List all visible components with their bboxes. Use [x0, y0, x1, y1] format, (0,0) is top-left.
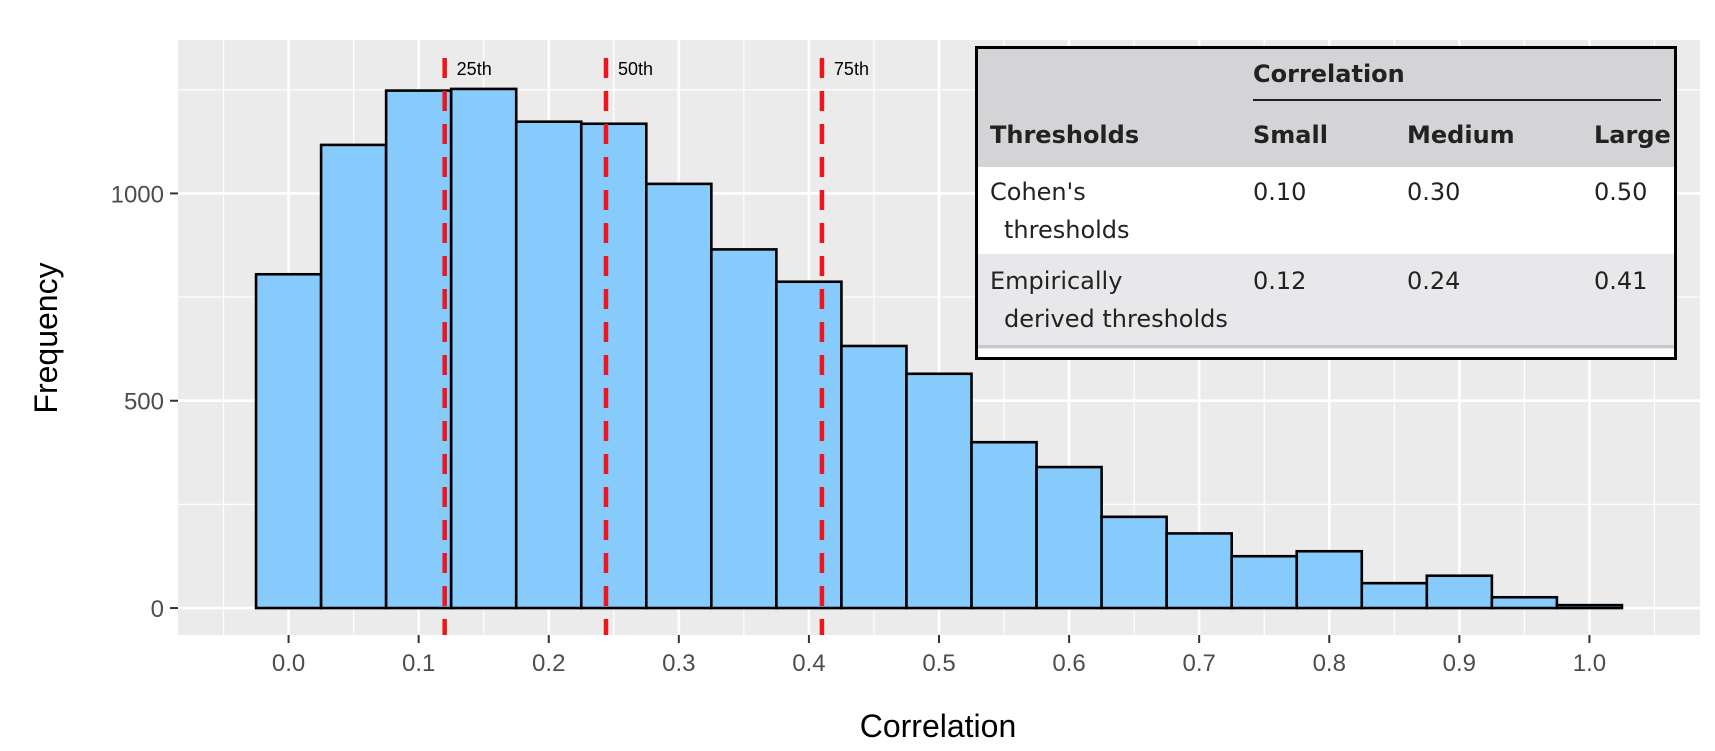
- table-cell-small: 0.10: [1253, 178, 1307, 206]
- histogram-bar: [254, 272, 323, 610]
- x-tick-label: 0.0: [272, 650, 305, 677]
- y-tick-label: 1000: [111, 181, 164, 208]
- histogram-bar: [1100, 515, 1168, 610]
- percentile-label: 75th: [834, 59, 869, 79]
- table-row-background: [978, 254, 1674, 349]
- x-tick-label: 0.1: [402, 650, 435, 677]
- histogram-bar: [1490, 595, 1559, 610]
- table-cell-medium: 0.30: [1407, 178, 1461, 206]
- table-cell-small: 0.12: [1253, 267, 1307, 295]
- thresholds-table: Correlation Thresholds Small Medium Larg…: [975, 46, 1677, 360]
- percentile-label: 50th: [618, 59, 653, 79]
- x-tick-label: 0.6: [1052, 650, 1085, 677]
- table-column-header-medium: Medium: [1407, 121, 1515, 149]
- table-cell-large: 0.41: [1594, 267, 1648, 295]
- table-row-label-line1: Cohen's: [990, 178, 1086, 206]
- x-axis-ticks: 0.0 0.1 0.2 0.3 0.4 0.5 0.6 0.7 0.8 0.9 1.0: [272, 635, 1606, 677]
- x-tick-label: 0.5: [922, 650, 955, 677]
- histogram-bars: [254, 87, 1624, 610]
- histogram-bar: [775, 280, 843, 610]
- histogram-bar: [840, 344, 908, 610]
- histogram-bar: [1555, 603, 1624, 610]
- histogram-bar: [1230, 554, 1299, 610]
- histogram-bar: [710, 248, 778, 610]
- histogram-bar: [514, 120, 583, 610]
- histogram-bar: [319, 143, 388, 610]
- x-tick-label: 0.2: [532, 650, 565, 677]
- y-tick-label: 0: [151, 596, 164, 623]
- x-tick-label: 0.4: [792, 650, 825, 677]
- histogram-bar: [579, 122, 648, 610]
- x-tick-label: 0.8: [1313, 650, 1346, 677]
- histogram-bar: [1035, 465, 1103, 610]
- histogram-bar: [449, 87, 518, 610]
- table-cell-large: 0.50: [1594, 178, 1648, 206]
- histogram-bar: [645, 182, 713, 610]
- x-tick-label: 0.7: [1182, 650, 1215, 677]
- table-column-header-small: Small: [1253, 121, 1328, 149]
- histogram-bar: [970, 440, 1038, 610]
- table-column-header-thresholds: Thresholds: [990, 121, 1140, 149]
- histogram-bar: [1425, 574, 1494, 610]
- histogram-bar: [905, 372, 973, 610]
- table-bottom-rule: [978, 345, 1674, 348]
- histogram-bar: [1360, 581, 1429, 610]
- table-row-label-line1: Empirically: [990, 267, 1123, 295]
- table-cell-medium: 0.24: [1407, 267, 1461, 295]
- x-axis-title: Correlation: [860, 708, 1017, 744]
- percentile-label: 25th: [457, 59, 492, 79]
- histogram-bar: [384, 89, 453, 610]
- y-tick-label: 500: [124, 389, 164, 416]
- y-axis-ticks: 0 500 1000: [111, 181, 178, 623]
- table-row-label-line2: thresholds: [1004, 216, 1130, 244]
- y-axis-title: Frequency: [28, 262, 64, 413]
- table-row-label-line2: derived thresholds: [1004, 305, 1228, 333]
- histogram-bar: [1165, 532, 1233, 610]
- x-tick-label: 0.3: [662, 650, 695, 677]
- percentile-lines: 25th 50th 75th: [442, 58, 869, 635]
- table-group-header: Correlation: [1253, 60, 1405, 88]
- table-header-background: [978, 49, 1674, 167]
- table-column-header-large: Large: [1594, 121, 1671, 149]
- histogram-bar: [1295, 549, 1364, 610]
- x-tick-label: 0.9: [1443, 650, 1476, 677]
- table-group-rule: [1253, 99, 1661, 101]
- x-tick-label: 1.0: [1573, 650, 1606, 677]
